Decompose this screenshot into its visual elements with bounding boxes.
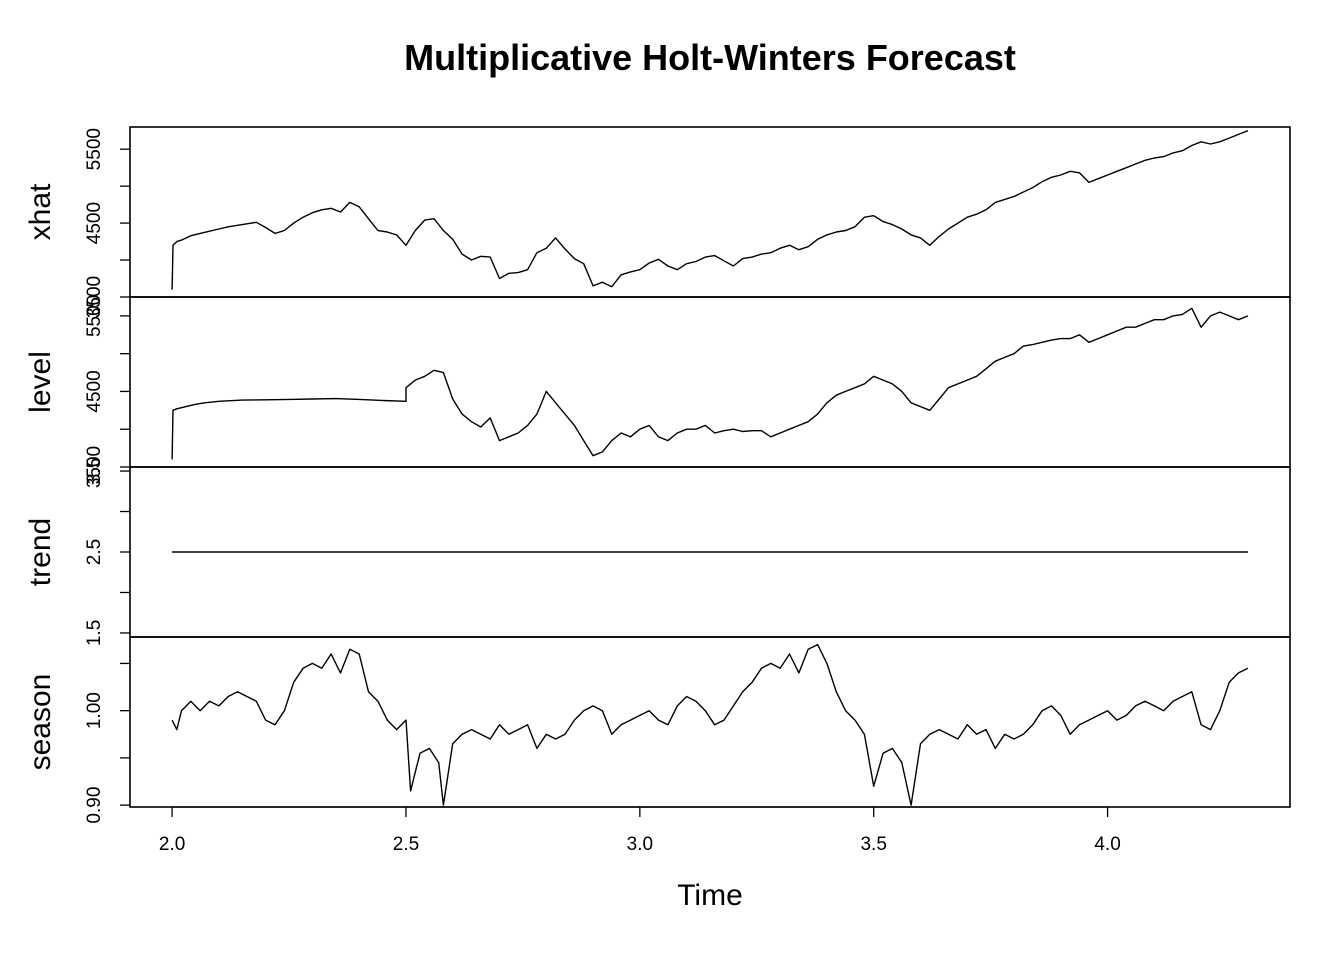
panel-label-trend: trend <box>24 518 57 586</box>
panel-frame <box>129 296 1291 468</box>
y-tick-label: 3500 <box>84 446 105 488</box>
panel-label-xhat: xhat <box>24 183 57 240</box>
x-tick-label: 4.0 <box>1094 834 1120 855</box>
y-tick-label: 2.5 <box>84 539 105 565</box>
panel-frame <box>129 126 1291 298</box>
y-tick-label: 3.5 <box>84 458 105 484</box>
y-tick-label: 0.90 <box>84 787 105 824</box>
x-tick-label: 2.5 <box>393 834 419 855</box>
panels: 3500 4500 5500 xhat 3500 4500 5500 level 1.5 2.5 3… <box>24 126 1291 824</box>
panel-xhat: 3500 4500 5500 xhat <box>24 126 1291 318</box>
x-tick-label: 3.0 <box>627 834 653 855</box>
panel-level: 3500 4500 5500 level <box>24 295 1291 488</box>
panel-label-level: level <box>24 351 57 413</box>
x-tick-label: 3.5 <box>860 834 886 855</box>
y-tick-label: 3500 <box>84 276 105 318</box>
series-line-season <box>171 643 1249 806</box>
y-tick-label: 1.5 <box>84 620 105 646</box>
panel-season: 0.90 1.00 season <box>24 636 1291 824</box>
panel-trend: 1.5 2.5 3.5 trend <box>24 458 1291 646</box>
y-tick-label: 4500 <box>84 370 105 412</box>
panel-frame <box>129 636 1291 808</box>
x-axis: 2.0 2.5 3.0 3.5 4.0 <box>159 806 1121 855</box>
chart-title: Multiplicative Holt-Winters Forecast <box>404 37 1016 78</box>
y-tick-label: 5500 <box>84 295 105 337</box>
y-tick-label: 4500 <box>84 202 105 244</box>
x-axis-label: Time <box>677 879 743 912</box>
series-line-level <box>171 307 1249 460</box>
x-tick-label: 2.0 <box>159 834 185 855</box>
panel-label-season: season <box>24 674 57 771</box>
y-tick-label: 5500 <box>84 128 105 170</box>
series-line-xhat <box>171 130 1249 290</box>
y-tick-label: 1.00 <box>84 692 105 729</box>
